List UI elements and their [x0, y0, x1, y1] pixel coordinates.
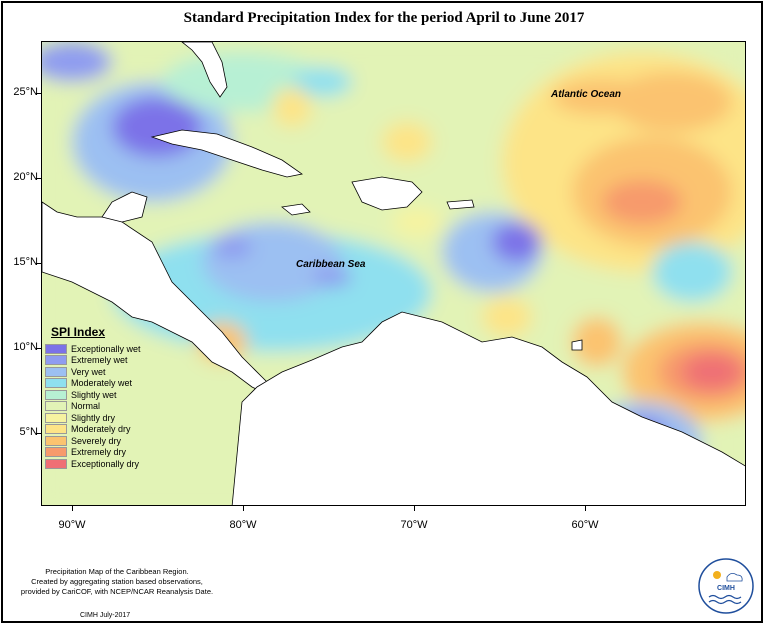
spi-field	[42, 42, 745, 505]
lon-label: 70°W	[400, 519, 428, 531]
legend-title: SPI Index	[51, 325, 106, 339]
y-tick	[36, 263, 41, 264]
note-line: Created by aggregating station based obs…	[31, 577, 203, 586]
legend-items: Exceptionally wet Extremely wet Very wet Mo…	[45, 343, 177, 470]
legend-swatch	[45, 447, 67, 458]
legend-label: Exceptionally dry	[71, 458, 140, 469]
lat-label: 10°N	[13, 341, 38, 353]
land-outlines	[42, 42, 745, 505]
legend-label: Very wet	[71, 366, 106, 377]
legend-label: Slightly dry	[71, 412, 116, 423]
legend-swatch	[45, 424, 67, 435]
cimh-logo: CIMH	[698, 558, 754, 614]
legend-label: Normal	[71, 401, 101, 412]
y-tick	[36, 348, 41, 349]
x-tick	[414, 506, 415, 511]
lat-label: 20°N	[13, 171, 38, 183]
x-tick	[585, 506, 586, 511]
legend-swatch	[45, 355, 67, 366]
y-tick	[36, 178, 41, 179]
legend-swatch	[45, 401, 67, 412]
legend: SPI Index Exceptionally wet Extremely wet…	[45, 325, 177, 470]
legend-item: Slightly dry	[45, 412, 177, 424]
note-line: Precipitation Map of the Caribbean Regio…	[45, 567, 189, 576]
legend-swatch	[45, 378, 67, 389]
legend-label: Severely dry	[71, 435, 122, 446]
logo-text: CIMH	[717, 585, 735, 592]
legend-item: Severely dry	[45, 435, 177, 447]
legend-label: Extremely dry	[71, 447, 127, 458]
y-tick	[36, 93, 41, 94]
lon-label: 90°W	[58, 519, 86, 531]
note-line: provided by CariCOF, with NCEP/NCAR Rean…	[20, 587, 214, 596]
legend-swatch	[45, 458, 67, 469]
y-tick	[36, 433, 41, 434]
caribbean-sea-label: Caribbean Sea	[296, 259, 366, 270]
cloud-icon	[726, 573, 743, 582]
legend-swatch	[45, 412, 67, 423]
lat-label: 15°N	[13, 256, 38, 268]
x-tick	[243, 506, 244, 511]
legend-swatch	[45, 366, 67, 377]
legend-item: Exceptionally dry	[45, 458, 177, 470]
map-title: Standard Precipitation Index for the per…	[183, 10, 585, 26]
spi-map	[41, 41, 746, 506]
legend-item: Slightly wet	[45, 389, 177, 401]
lat-label: 25°N	[13, 86, 38, 98]
legend-label: Slightly wet	[71, 389, 117, 400]
legend-label: Moderately dry	[71, 424, 131, 435]
legend-swatch	[45, 435, 67, 446]
sun-icon	[713, 571, 721, 579]
legend-swatch	[45, 343, 67, 354]
x-tick	[72, 506, 73, 511]
atlantic-ocean-label: Atlantic Ocean	[551, 89, 622, 100]
lat-label: 5°N	[19, 426, 38, 438]
lon-label: 60°W	[571, 519, 599, 531]
legend-item: Moderately dry	[45, 424, 177, 436]
legend-item: Moderately wet	[45, 378, 177, 390]
legend-item: Very wet	[45, 366, 177, 378]
legend-item: Extremely wet	[45, 355, 177, 367]
credit: CIMH July-2017	[80, 612, 131, 619]
legend-item: Normal	[45, 401, 177, 413]
legend-swatch	[45, 389, 67, 400]
notes: Precipitation Map of the Caribbean Regio…	[17, 567, 217, 597]
legend-label: Extremely wet	[71, 355, 128, 366]
legend-label: Exceptionally wet	[71, 343, 141, 354]
legend-item: Extremely dry	[45, 447, 177, 459]
legend-label: Moderately wet	[71, 378, 133, 389]
legend-item: Exceptionally wet	[45, 343, 177, 355]
lon-label: 80°W	[229, 519, 257, 531]
